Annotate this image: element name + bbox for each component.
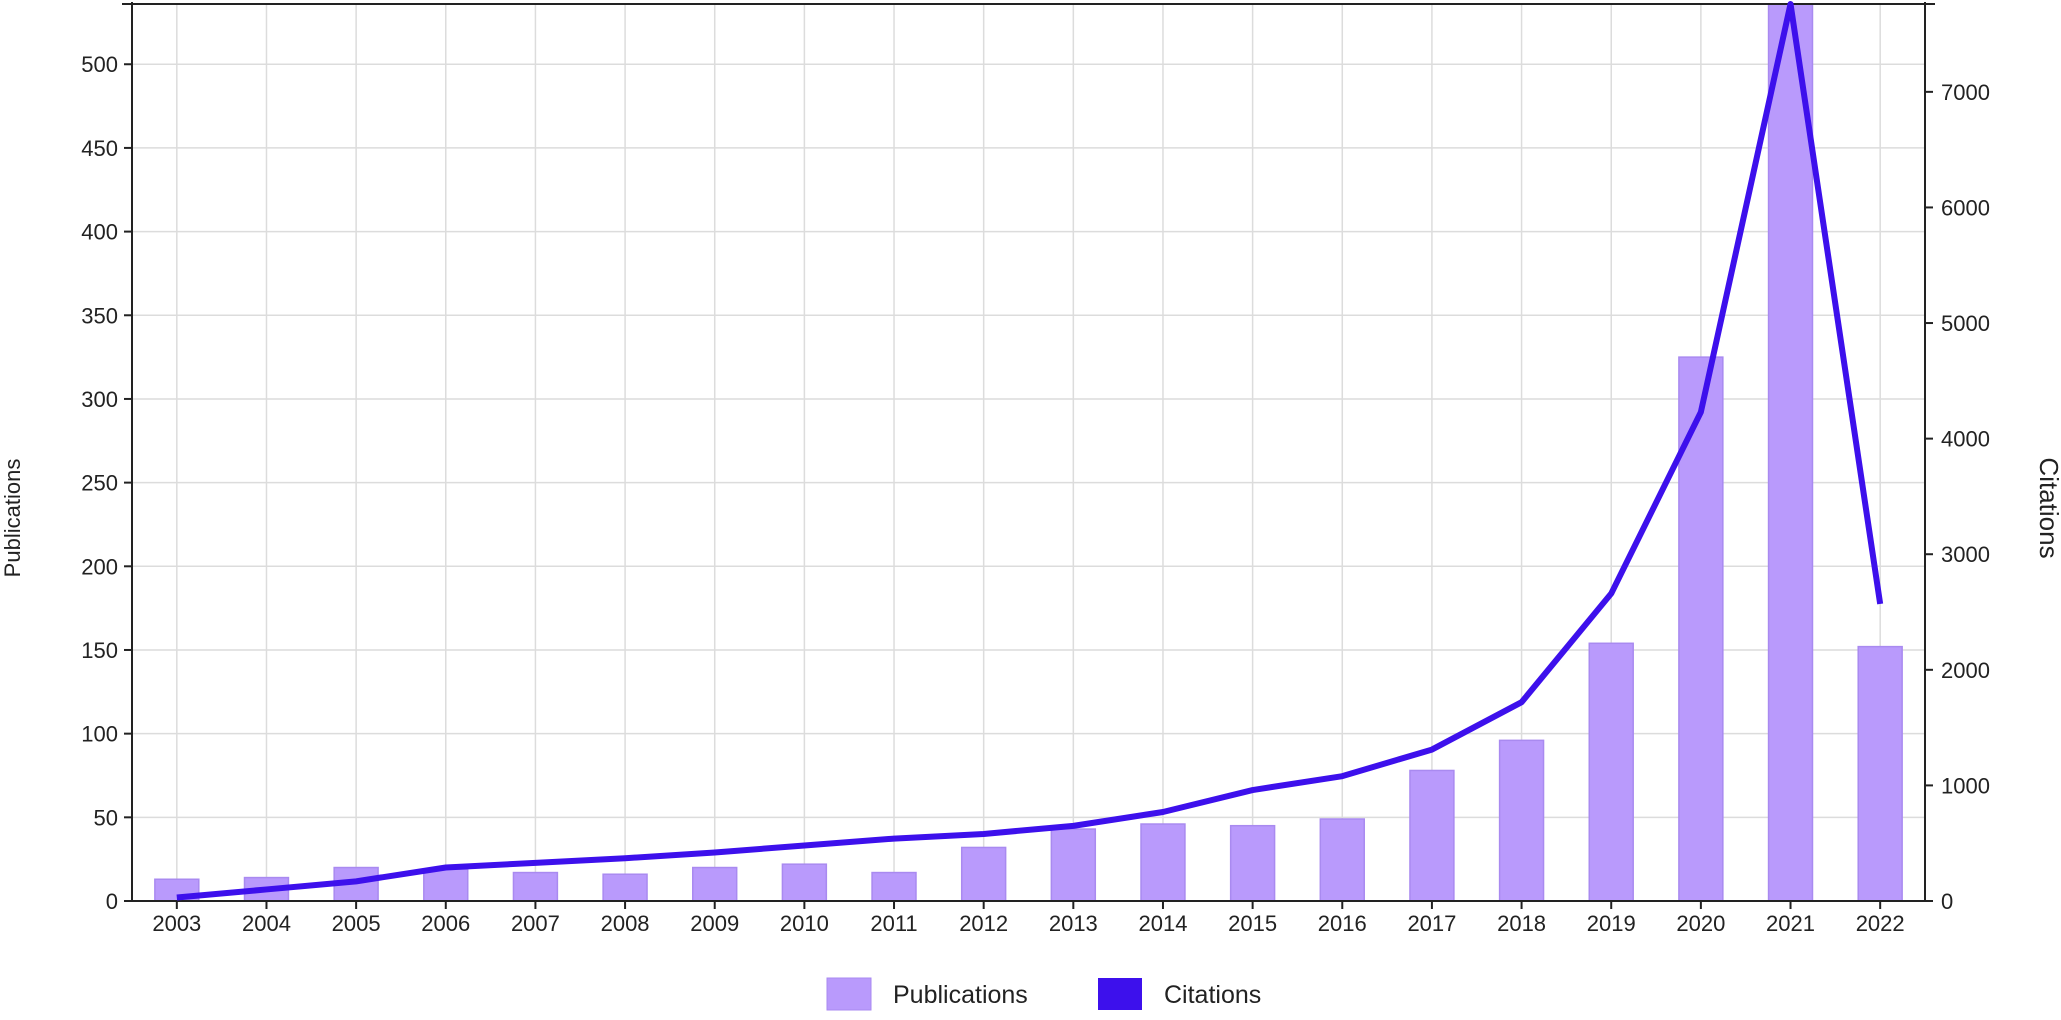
bar-2013 (1051, 829, 1095, 901)
bar-2022 (1858, 647, 1902, 901)
y-right-tick-label: 4000 (1941, 427, 1990, 452)
y-right-tick-label: 7000 (1941, 80, 1990, 105)
y-right-tick-label: 0 (1941, 889, 1953, 914)
y-right-tick-label: 1000 (1941, 773, 1990, 798)
bar-2017 (1410, 770, 1454, 901)
x-tick-label: 2004 (242, 911, 291, 936)
x-tick-label: 2007 (511, 911, 560, 936)
y-left-tick-label: 450 (81, 136, 118, 161)
x-tick-label: 2015 (1228, 911, 1277, 936)
y-left-tick-label: 250 (81, 471, 118, 496)
y-right-tick-label: 3000 (1941, 542, 1990, 567)
grid (132, 4, 1925, 901)
x-tick-label: 2018 (1497, 911, 1546, 936)
bar-2007 (513, 873, 557, 901)
x-tick-label: 2008 (601, 911, 650, 936)
bar-2012 (962, 847, 1006, 901)
x-tick-label: 2006 (421, 911, 470, 936)
y-left-axis-title: Publications (0, 459, 25, 578)
bar-2008 (603, 874, 647, 901)
publication-bars (155, 4, 1902, 901)
y-left-tick-label: 400 (81, 220, 118, 245)
bar-2021 (1769, 4, 1813, 901)
bar-2006 (424, 869, 468, 901)
x-tick-label: 2021 (1766, 911, 1815, 936)
y-left-tick-label: 50 (94, 805, 118, 830)
x-tick-label: 2012 (959, 911, 1008, 936)
y-left-tick-label: 300 (81, 387, 118, 412)
y-right-tick-label: 6000 (1941, 195, 1990, 220)
x-tick-label: 2014 (1138, 911, 1187, 936)
x-tick-label: 2010 (780, 911, 829, 936)
legend: Publications Citations (827, 978, 1261, 1010)
bar-2014 (1141, 824, 1185, 901)
x-tick-label: 2019 (1587, 911, 1636, 936)
x-tick-label: 2009 (690, 911, 739, 936)
axes (122, 2, 1935, 909)
x-tick-label: 2020 (1676, 911, 1725, 936)
x-tick-label: 2011 (870, 911, 917, 936)
y-left-tick-label: 350 (81, 303, 118, 328)
bar-2010 (782, 864, 826, 901)
legend-label-publications: Publications (893, 981, 1028, 1009)
bar-2018 (1500, 740, 1544, 901)
y-right-tick-label: 5000 (1941, 311, 1990, 336)
legend-swatch-citations (1098, 978, 1142, 1010)
y-left-tick-label: 200 (81, 554, 118, 579)
y-right-tick-label: 2000 (1941, 658, 1990, 683)
y-right-axis-title: Citations (2034, 457, 2061, 558)
bar-2019 (1589, 643, 1633, 901)
x-tick-label: 2013 (1049, 911, 1098, 936)
x-tick-label: 2022 (1856, 911, 1905, 936)
x-tick-label: 2017 (1407, 911, 1456, 936)
y-left-tick-label: 0 (106, 889, 118, 914)
bar-2011 (872, 873, 916, 901)
x-tick-label: 2016 (1318, 911, 1367, 936)
x-tick-label: 2003 (152, 911, 201, 936)
y-left-tick-label: 100 (81, 722, 118, 747)
bar-2016 (1320, 819, 1364, 901)
legend-label-citations: Citations (1164, 981, 1261, 1009)
y-left-tick-label: 500 (81, 52, 118, 77)
bar-2009 (693, 868, 737, 901)
legend-swatch-publications (827, 978, 871, 1010)
x-tick-label: 2005 (332, 911, 381, 936)
bar-2015 (1231, 826, 1275, 901)
y-left-tick-label: 150 (81, 638, 118, 663)
